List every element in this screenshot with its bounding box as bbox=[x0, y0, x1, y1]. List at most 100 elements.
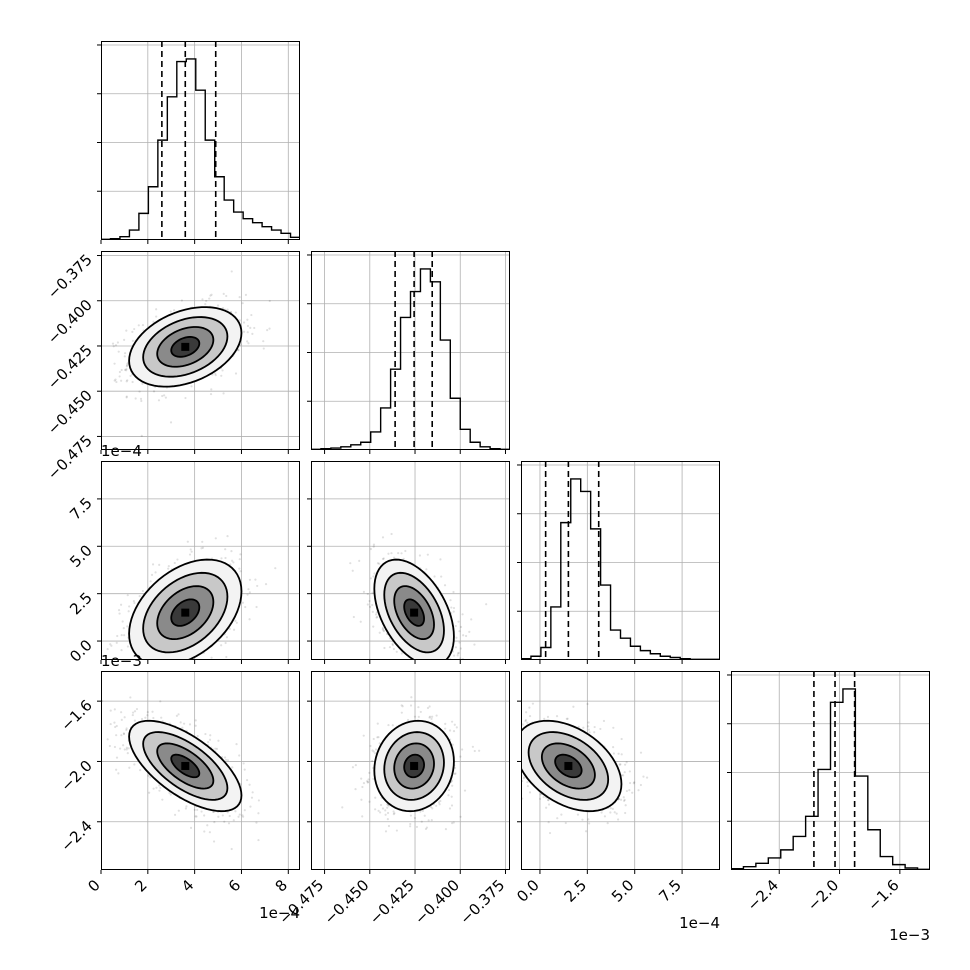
sample-point bbox=[387, 824, 391, 828]
sample-point bbox=[450, 606, 453, 609]
sample-point bbox=[214, 747, 217, 750]
panel-frame bbox=[101, 251, 300, 450]
sample-point bbox=[624, 763, 627, 766]
sample-point bbox=[237, 349, 240, 352]
sample-point bbox=[444, 676, 446, 678]
sample-point bbox=[372, 543, 376, 546]
sample-point bbox=[435, 804, 438, 807]
sample-point bbox=[404, 549, 407, 553]
sample-point bbox=[360, 777, 363, 780]
sample-point bbox=[247, 588, 250, 591]
sample-point bbox=[386, 817, 389, 821]
sample-point bbox=[400, 704, 403, 707]
y-tick-label: −0.475 bbox=[44, 432, 96, 484]
sample-point bbox=[246, 324, 250, 328]
sample-point bbox=[352, 615, 355, 619]
x-tick-label: −0.375 bbox=[456, 876, 508, 928]
y-tick-label: −2.0 bbox=[57, 757, 95, 795]
sample-point bbox=[425, 661, 427, 663]
sample-point bbox=[154, 571, 157, 574]
sample-point bbox=[140, 717, 144, 721]
sample-point bbox=[210, 293, 213, 296]
sample-point bbox=[158, 789, 161, 792]
sample-point bbox=[373, 572, 376, 575]
sample-point bbox=[111, 342, 115, 345]
sample-point bbox=[164, 396, 167, 399]
panel-content bbox=[101, 41, 300, 240]
sample-point bbox=[452, 730, 456, 733]
panel-frame bbox=[311, 251, 510, 450]
sample-point bbox=[167, 565, 170, 568]
sample-point bbox=[204, 662, 206, 664]
sample-point bbox=[117, 772, 120, 775]
sample-point bbox=[226, 534, 229, 538]
sample-point bbox=[126, 379, 129, 382]
sample-point bbox=[232, 561, 235, 564]
panel-frame bbox=[311, 461, 510, 660]
sample-point bbox=[133, 763, 136, 766]
sample-point bbox=[181, 726, 184, 729]
sample-point bbox=[444, 827, 448, 831]
sample-point bbox=[266, 329, 269, 332]
sample-point bbox=[421, 675, 423, 677]
sample-point bbox=[176, 558, 179, 561]
sample-point bbox=[423, 676, 425, 678]
sample-point bbox=[204, 303, 207, 306]
sample-point bbox=[248, 618, 251, 621]
sample-point bbox=[423, 814, 426, 817]
sample-point bbox=[131, 339, 134, 343]
sample-point bbox=[231, 559, 234, 562]
sample-point bbox=[239, 553, 242, 556]
sample-point bbox=[397, 552, 400, 555]
sample-point bbox=[109, 709, 112, 712]
sample-point bbox=[429, 715, 432, 718]
sample-point bbox=[257, 838, 260, 842]
contour-line bbox=[142, 731, 229, 801]
sample-point bbox=[120, 368, 123, 372]
sample-point bbox=[150, 573, 154, 576]
sample-point bbox=[151, 665, 153, 667]
sample-point bbox=[239, 570, 242, 573]
sample-point bbox=[395, 829, 398, 832]
sample-point bbox=[177, 809, 180, 812]
x-tick-label: −0.450 bbox=[321, 876, 373, 928]
sample-point bbox=[371, 610, 374, 613]
sample-point bbox=[383, 646, 386, 650]
panel-content bbox=[521, 461, 720, 660]
sample-point bbox=[221, 369, 224, 372]
y-tick-label: −0.400 bbox=[44, 296, 96, 348]
contour-line bbox=[383, 731, 445, 801]
sample-point bbox=[450, 795, 453, 798]
sample-point bbox=[238, 296, 241, 299]
sample-point bbox=[453, 772, 456, 776]
sample-point bbox=[113, 379, 116, 382]
sample-point bbox=[623, 799, 626, 802]
sample-point bbox=[241, 302, 244, 305]
y-tick-label: 7.5 bbox=[66, 494, 96, 524]
sample-point bbox=[409, 814, 412, 817]
sample-point bbox=[381, 536, 385, 539]
sample-point bbox=[545, 806, 548, 809]
sample-point bbox=[416, 669, 418, 671]
y-tick-label: 0.0 bbox=[66, 636, 96, 666]
sample-point bbox=[135, 689, 137, 691]
sample-point bbox=[222, 392, 225, 395]
y-tick-label: 5.0 bbox=[66, 541, 96, 571]
sample-point bbox=[419, 661, 421, 663]
sample-point bbox=[366, 592, 369, 596]
contour-line bbox=[156, 585, 215, 641]
sample-point bbox=[184, 396, 187, 400]
scatter-panel-2-1 bbox=[307, 461, 510, 678]
sample-point bbox=[161, 394, 164, 398]
sample-point bbox=[123, 634, 126, 637]
sample-point bbox=[465, 634, 468, 638]
sample-point bbox=[169, 793, 172, 796]
scatter-panel-3-2: 0.0 2.5 5.0 7.5 bbox=[513, 671, 720, 906]
contour-line bbox=[403, 598, 425, 627]
sample-point bbox=[120, 734, 123, 737]
sample-point bbox=[368, 800, 371, 803]
sample-point bbox=[206, 824, 209, 827]
sample-point bbox=[458, 630, 461, 633]
sample-point bbox=[409, 704, 413, 707]
